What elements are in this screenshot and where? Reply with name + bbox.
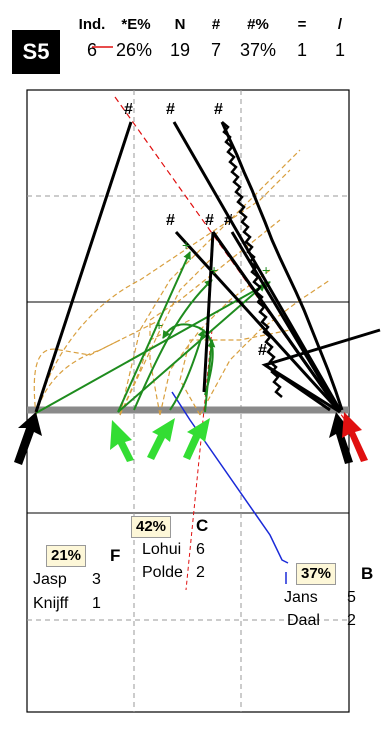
- zone-c-pct: 42%: [131, 516, 172, 538]
- stat-header-equals: =: [297, 16, 307, 33]
- zone-c-player-2-count: 2: [196, 564, 205, 581]
- zigzag-attack-line: [221, 121, 283, 398]
- set-badge: S5: [12, 30, 60, 74]
- stat-value-hash-pct: 37%: [239, 40, 277, 60]
- zone-grid: [27, 90, 349, 712]
- stat-header-hash-pct: #%: [247, 16, 269, 33]
- stat-value-slash: 1: [334, 40, 345, 60]
- hash-marker-4: #: [166, 212, 175, 229]
- zone-b-pct: 37%: [296, 563, 337, 585]
- plus-marker-3: +: [262, 262, 270, 278]
- zone-f-letter: F: [110, 546, 121, 565]
- stat-header-hash: #: [211, 16, 221, 33]
- zone-c-letter: C: [196, 516, 209, 535]
- stat-header-slash: /: [337, 16, 343, 33]
- zone-f-player-1-count: 3: [92, 571, 101, 588]
- zone-b-player-1-count: 5: [347, 589, 356, 606]
- green-passes: [35, 251, 271, 414]
- arrow-right-black: [329, 412, 353, 464]
- stat-value-equals: 1: [296, 40, 307, 60]
- plus-marker-4: +: [155, 317, 163, 333]
- blue-line: [171, 391, 289, 564]
- hash-marker-6: #: [224, 212, 233, 229]
- zone-c-player-1-count: 6: [196, 541, 205, 558]
- zone-b-letter: B: [361, 564, 374, 583]
- zone-b-player-1-name: Jans: [284, 589, 318, 606]
- zone-f-pct: 21%: [46, 545, 87, 567]
- zone-b-player-2-count: 2: [347, 612, 356, 629]
- court-outline: [26, 89, 350, 713]
- stat-value-n: 19: [169, 40, 191, 60]
- hash-marker-5: #: [205, 212, 214, 229]
- zone-c-player-2-name: Polde: [142, 564, 183, 581]
- stat-value-ind: 6: [86, 40, 97, 60]
- plus-markers: + + + +: [155, 237, 270, 333]
- zone-f-player-2-name: Knijff: [33, 595, 69, 612]
- arrow-right-red: [342, 412, 368, 462]
- attack-lines: [34, 121, 381, 414]
- hash-marker-3: #: [214, 101, 223, 118]
- stat-value-error-pct: 26%: [115, 40, 153, 60]
- zone-f-player-2-count: 1: [92, 595, 101, 612]
- zone-c-player-1-name: Lohui: [142, 541, 182, 558]
- hash-markers: # # # # # # #: [124, 101, 267, 359]
- stat-header-n: N: [174, 16, 186, 33]
- plus-marker-2: +: [210, 262, 218, 278]
- zone-b-player-2-name: Daal: [287, 612, 320, 629]
- hash-marker-1: #: [124, 101, 133, 118]
- red-dashed-line-c: [185, 329, 213, 591]
- stat-header-error-pct: *E%: [121, 16, 151, 33]
- stat-value-hash: 7: [210, 40, 221, 60]
- plus-marker-1: +: [182, 237, 190, 253]
- reception-arrows: [110, 418, 210, 462]
- arrow-left-black: [14, 412, 42, 465]
- hash-marker-2: #: [166, 101, 175, 118]
- stat-header-ind: Ind.: [78, 16, 106, 33]
- zone-f-player-1-name: Jasp: [33, 571, 67, 588]
- hash-marker-7: #: [258, 342, 267, 359]
